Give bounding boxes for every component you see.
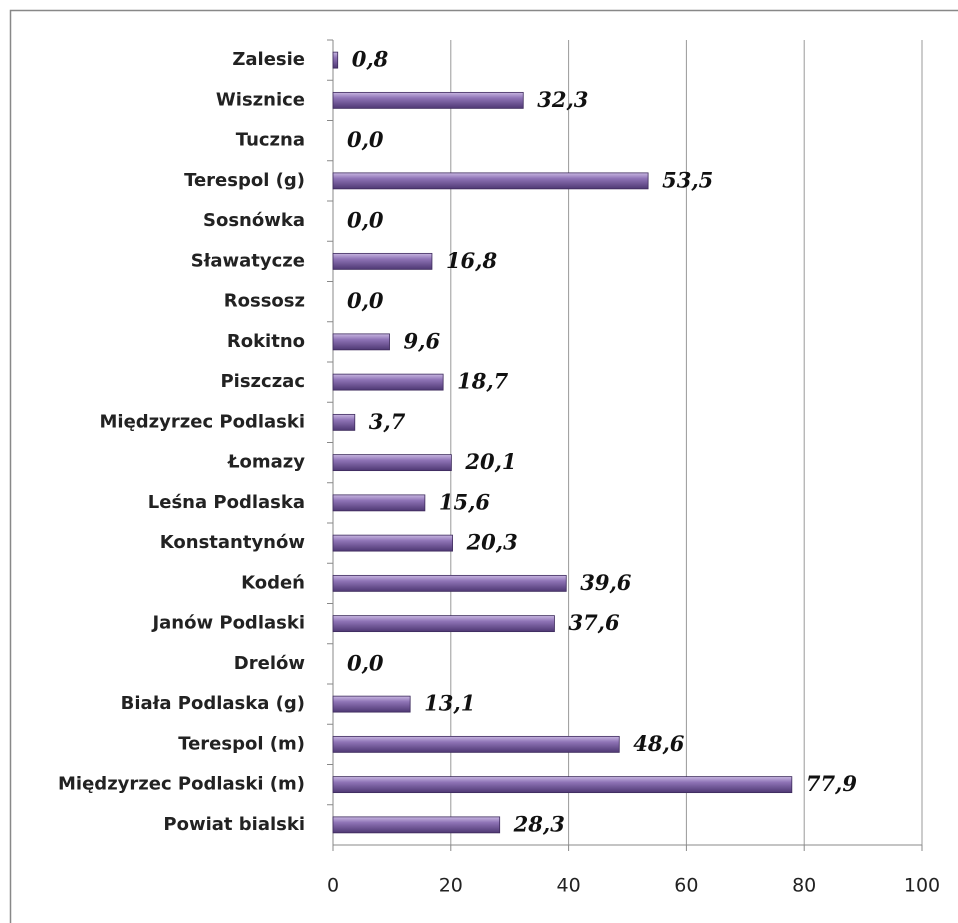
- y-tick-label: Biała Podlaska (g): [121, 693, 305, 714]
- bar: [332, 534, 453, 552]
- bar: [332, 172, 649, 190]
- data-label: 0,0: [347, 288, 384, 313]
- data-label: 16,8: [446, 248, 498, 273]
- data-label: 20,1: [464, 449, 516, 474]
- x-tick-label: 80: [792, 875, 816, 897]
- bar: [332, 413, 356, 431]
- y-tick-label: Rossosz: [224, 291, 305, 312]
- data-label: 37,6: [568, 610, 620, 635]
- bar: [332, 695, 411, 713]
- y-tick-label: Międzyrzec Podlaski: [100, 411, 306, 432]
- data-label: 0,8: [352, 47, 389, 72]
- y-tick-label: Drelów: [234, 653, 305, 674]
- bar: [332, 735, 620, 753]
- data-label: 15,6: [439, 489, 491, 514]
- data-label: 18,7: [457, 369, 509, 394]
- y-tick-label: Terespol (g): [184, 170, 305, 191]
- y-tick-label: Wisznice: [216, 89, 305, 110]
- data-label: 20,3: [466, 530, 518, 555]
- bar: [332, 816, 501, 834]
- y-tick-label: Łomazy: [227, 452, 305, 473]
- data-label: 32,3: [537, 87, 588, 112]
- data-label: 13,1: [424, 691, 475, 716]
- y-tick-label: Rokitno: [227, 331, 305, 352]
- y-tick-label: Piszczac: [220, 371, 305, 392]
- bar: [332, 373, 444, 391]
- y-tick-label: Terespol (m): [178, 733, 305, 754]
- bar: [332, 615, 555, 633]
- bar: [332, 91, 524, 109]
- bar: [332, 51, 339, 69]
- bar: [332, 252, 433, 270]
- y-tick-label: Sławatycze: [191, 250, 305, 271]
- data-label: 0,0: [347, 127, 384, 152]
- data-label: 48,6: [633, 731, 685, 756]
- data-label: 9,6: [404, 328, 441, 353]
- y-tick-label: Międzyrzec Podlaski (m): [58, 774, 305, 795]
- y-tick-label: Kodeń: [241, 572, 305, 593]
- y-tick-label: Tuczna: [236, 130, 305, 151]
- data-label: 3,7: [369, 409, 406, 434]
- bar: [332, 776, 793, 794]
- bar: [332, 333, 390, 351]
- x-tick-label: 40: [557, 875, 581, 897]
- data-label: 0,0: [347, 208, 384, 233]
- data-label: 77,9: [806, 771, 858, 796]
- y-tick-label: Konstantynów: [160, 532, 305, 553]
- y-tick-label: Powiat bialski: [163, 814, 305, 835]
- x-tick-label: 60: [674, 875, 698, 897]
- data-label: 28,3: [513, 811, 565, 836]
- x-tick-label: 20: [439, 875, 463, 897]
- bar: [332, 454, 452, 472]
- bar: [332, 494, 426, 512]
- y-tick-label: Sosnówka: [203, 210, 305, 231]
- x-tick-label: 100: [904, 875, 940, 897]
- y-tick-label: Zalesie: [232, 49, 305, 70]
- y-tick-label: Leśna Podlaska: [148, 492, 305, 513]
- y-tick-label: Janów Podlaski: [150, 613, 305, 634]
- data-label: 39,6: [580, 570, 632, 595]
- data-label: 53,5: [662, 167, 713, 192]
- data-label: 0,0: [347, 650, 384, 675]
- chart-frame: [9, 9, 958, 923]
- x-tick-label: 0: [327, 875, 339, 897]
- bar: [332, 574, 567, 592]
